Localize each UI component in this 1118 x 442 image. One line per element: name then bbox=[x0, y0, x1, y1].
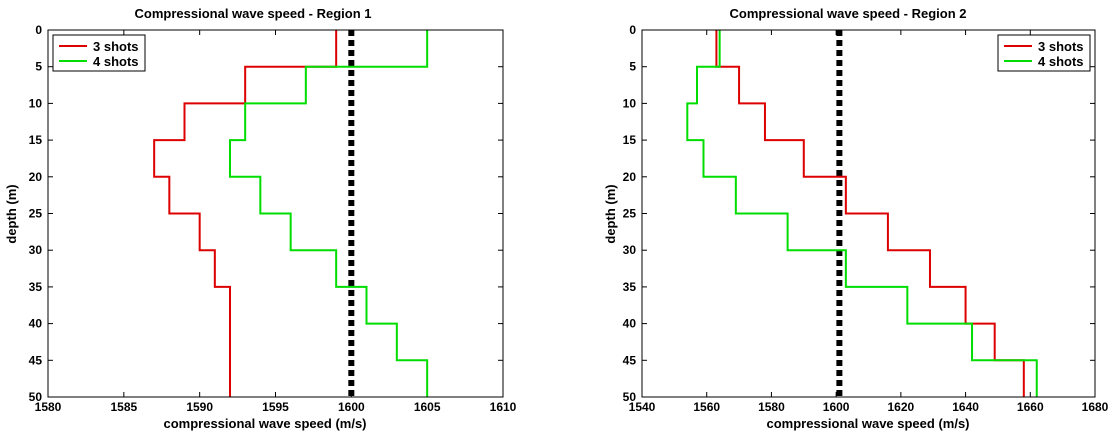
region-2-ytick-label: 15 bbox=[623, 133, 637, 147]
region-1-xtick-label: 1580 bbox=[35, 400, 62, 414]
region-1-xtick-label: 1595 bbox=[262, 400, 289, 414]
region-1-series-3-shots-line bbox=[153, 30, 338, 397]
region-2-xtick-label: 1660 bbox=[1017, 400, 1044, 414]
region-2-ylabel: depth (m) bbox=[603, 184, 618, 243]
region-2-series bbox=[686, 30, 1038, 397]
region-1-axes-frame bbox=[47, 29, 504, 398]
region-1-legend-box bbox=[52, 34, 146, 72]
region-1-ytick-label: 0 bbox=[35, 23, 42, 37]
region-2-ytick-label: 40 bbox=[623, 317, 637, 331]
region-1-xtick-label: 1600 bbox=[338, 400, 365, 414]
region-1-chart: Compressional wave speed - Region 1 comp… bbox=[4, 6, 517, 431]
region-1-legend-label: 4 shots bbox=[93, 54, 139, 69]
region-1-ytick-label: 30 bbox=[29, 243, 43, 257]
region-1-ylabel: depth (m) bbox=[4, 184, 19, 243]
region-2-series-4-shots-line bbox=[686, 30, 1038, 397]
region-2-ytick-label: 50 bbox=[623, 390, 637, 404]
region-2-ytick-label: 45 bbox=[623, 353, 637, 367]
region-1-ytick-label: 35 bbox=[29, 280, 43, 294]
region-1-ytick-label: 5 bbox=[35, 60, 42, 74]
region-1-xtick-label: 1605 bbox=[414, 400, 441, 414]
region-2-xtick-label: 1600 bbox=[823, 400, 850, 414]
region-2-series-3-shots-line bbox=[715, 30, 1025, 397]
region-1-ytick-label: 20 bbox=[29, 170, 43, 184]
region-1-ytick-label: 25 bbox=[29, 207, 43, 221]
region-2-xtick-label: 1560 bbox=[693, 400, 720, 414]
region-1-ytick-label: 50 bbox=[29, 390, 43, 404]
region-1-series-4-shots-line bbox=[229, 30, 429, 397]
region-2-xtick-label: 1640 bbox=[952, 400, 979, 414]
region-1-xtick-label: 1585 bbox=[110, 400, 137, 414]
region-1-ticks: 1580 1585 1590 1595 1600 1605 1610 0 5 10 15 20 25 30… bbox=[29, 23, 517, 414]
region-2-ytick-label: 10 bbox=[623, 96, 637, 110]
region-2-ytick-label: 35 bbox=[623, 280, 637, 294]
region-1-ytick-label: 40 bbox=[29, 317, 43, 331]
region-2-legend-label: 4 shots bbox=[1038, 54, 1084, 69]
region-1-ytick-label: 45 bbox=[29, 353, 43, 367]
region-2-xtick-label: 1620 bbox=[888, 400, 915, 414]
region-1-ytick-label: 15 bbox=[29, 133, 43, 147]
region-1-xtick-label: 1610 bbox=[490, 400, 517, 414]
region-1-legend-label: 3 shots bbox=[93, 39, 139, 54]
region-2-xtick-label: 1540 bbox=[629, 400, 656, 414]
region-2-ytick-label: 5 bbox=[629, 60, 636, 74]
region-1-series bbox=[153, 30, 429, 397]
region-2-ytick-label: 30 bbox=[623, 243, 637, 257]
region-2-legend-label: 3 shots bbox=[1038, 39, 1084, 54]
region-1-xlabel: compressional wave speed (m/s) bbox=[163, 416, 366, 431]
region-2-ytick-label: 25 bbox=[623, 207, 637, 221]
region-1-title: Compressional wave speed - Region 1 bbox=[135, 6, 372, 21]
region-1-xtick-label: 1590 bbox=[186, 400, 213, 414]
region-1-ytick-label: 10 bbox=[29, 96, 43, 110]
region-2-ticks: 1540 1560 1580 1600 1620 1640 1660 1680 0 5 10 15 20… bbox=[623, 23, 1109, 414]
region-2-axes-frame bbox=[641, 29, 1096, 398]
region-2-xtick-label: 1680 bbox=[1082, 400, 1109, 414]
region-2-ytick-label: 20 bbox=[623, 170, 637, 184]
region-2-xtick-label: 1580 bbox=[758, 400, 785, 414]
region-2-chart: Compressional wave speed - Region 2 comp… bbox=[603, 6, 1109, 431]
region-2-xlabel: compressional wave speed (m/s) bbox=[766, 416, 969, 431]
region-2-legend-box bbox=[997, 34, 1091, 72]
region-2-title: Compressional wave speed - Region 2 bbox=[730, 6, 967, 21]
region-2-ytick-label: 0 bbox=[629, 23, 636, 37]
